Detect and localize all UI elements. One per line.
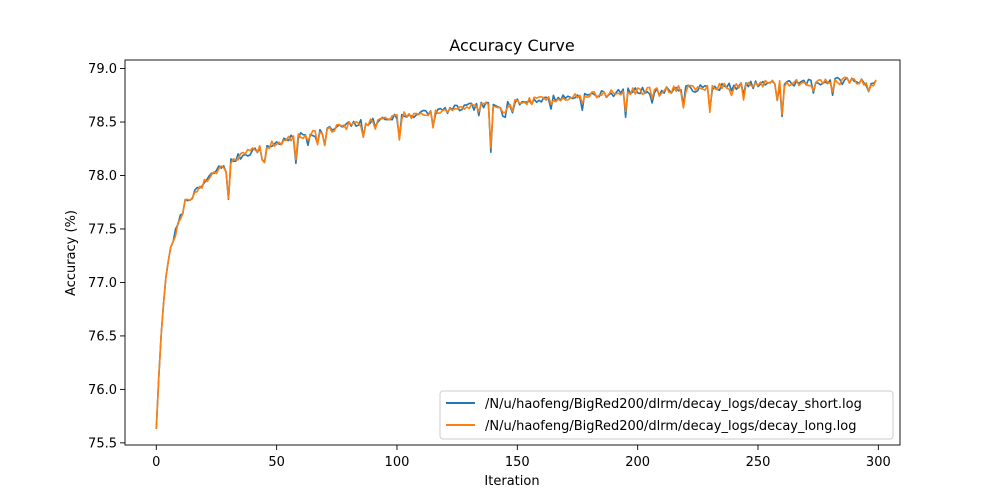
y-tick-label: 76.0 [88, 383, 117, 398]
x-tick-label: 50 [268, 455, 285, 470]
plot-frame [124, 59, 901, 446]
x-tick-label: 0 [152, 455, 160, 470]
x-tick-label: 250 [746, 455, 771, 470]
chart-title: Accuracy Curve [449, 36, 574, 55]
x-tick-label: 200 [625, 455, 650, 470]
x-tick-label: 150 [505, 455, 530, 470]
plot-area [125, 60, 900, 445]
y-tick-label: 75.5 [88, 436, 117, 451]
y-tick-label: 78.0 [88, 169, 117, 184]
y-tick-label: 79.0 [88, 62, 117, 77]
x-tick-label: 300 [866, 455, 891, 470]
legend-label-decay-long: /N/u/haofeng/BigRed200/dlrm/decay_logs/d… [485, 419, 857, 434]
x-tick-label: 100 [385, 455, 410, 470]
y-axis-label: Accuracy (%) [64, 210, 79, 296]
series-line-decay-long [155, 76, 877, 429]
y-tick-label: 77.5 [88, 222, 117, 237]
y-axis-ticks: 75.5 76.0 76.5 77.0 77.5 78.0 78.5 79.0 [88, 62, 125, 451]
y-tick-label: 78.5 [88, 116, 117, 131]
legend-label-decay-short: /N/u/haofeng/BigRed200/dlrm/decay_logs/d… [485, 397, 862, 412]
series-layer [155, 76, 877, 429]
legend-box [439, 390, 894, 440]
y-tick-label: 76.5 [88, 329, 117, 344]
x-axis-label: Iteration [484, 474, 539, 489]
legend: /N/u/haofeng/BigRed200/dlrm/decay_logs/d… [439, 390, 894, 440]
series-line-decay-short [155, 76, 877, 429]
x-axis-ticks: 0 50 100 150 200 250 300 [152, 445, 891, 470]
y-tick-label: 77.0 [88, 276, 117, 291]
